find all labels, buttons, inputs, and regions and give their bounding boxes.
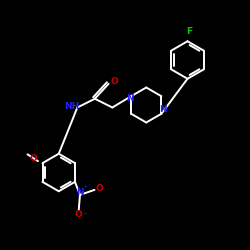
- Text: N: N: [159, 106, 166, 114]
- Text: O: O: [75, 210, 82, 220]
- Text: N: N: [76, 188, 84, 198]
- Text: O: O: [96, 184, 103, 193]
- Text: ⁻: ⁻: [82, 210, 86, 219]
- Text: O: O: [29, 154, 37, 163]
- Text: O: O: [110, 77, 118, 86]
- Text: NH: NH: [64, 102, 80, 111]
- Text: ⁺: ⁺: [83, 186, 87, 192]
- Text: F: F: [186, 27, 192, 36]
- Text: N: N: [126, 94, 134, 103]
